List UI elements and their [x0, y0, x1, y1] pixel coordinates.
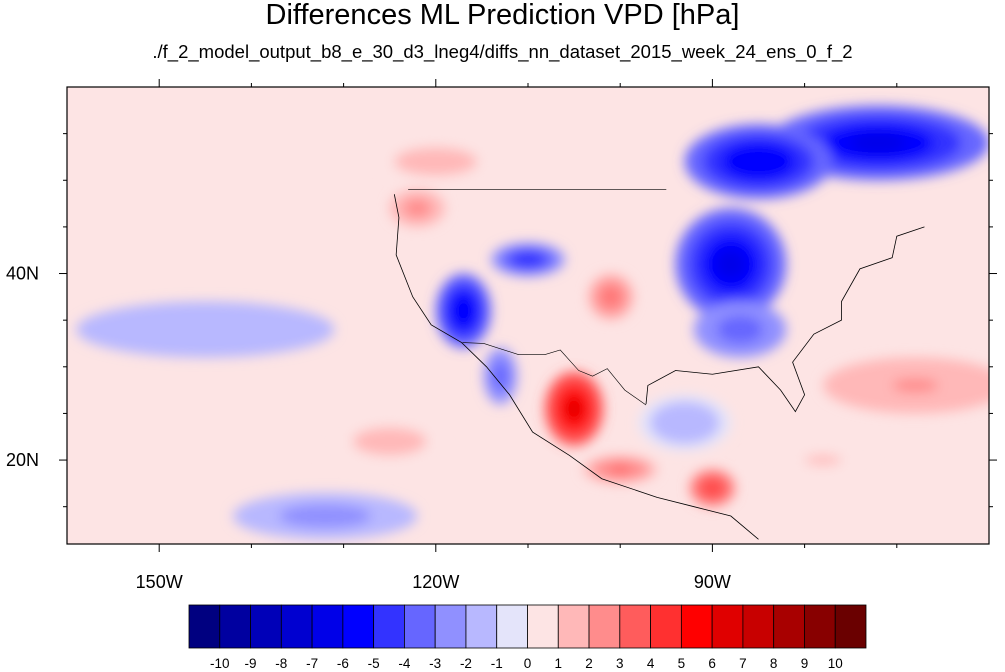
- colorbar-box: [711, 604, 744, 649]
- y-tick-label: 20N: [6, 450, 39, 470]
- x-tick-label: 90W: [694, 572, 731, 592]
- colorbar-label: -2: [460, 656, 472, 671]
- colorbar-label: -8: [275, 656, 287, 671]
- coastline-west: [393, 194, 759, 540]
- colorbar-label: -5: [368, 656, 380, 671]
- colorbar-label: -10: [210, 656, 230, 671]
- anomaly-region-4: [518, 255, 538, 264]
- map-overlay: [393, 189, 925, 540]
- colorbar-box: [773, 604, 805, 649]
- colorbar-box: [650, 604, 682, 649]
- colorbar-label: -3: [429, 656, 441, 671]
- anomaly-region-17: [804, 455, 842, 465]
- anomaly-region-10: [706, 483, 719, 493]
- colorbar-box: [680, 604, 713, 649]
- colorbar-box: [588, 604, 621, 649]
- colorbar-label: 5: [678, 656, 686, 671]
- colorbar-label: -4: [398, 656, 410, 671]
- colorbar-box: [219, 604, 251, 649]
- colorbar-label: -1: [491, 656, 503, 671]
- colorbar-label: 2: [585, 656, 593, 671]
- colorbar-label: 3: [616, 656, 624, 671]
- colorbar-box: [619, 604, 651, 649]
- anomaly-region-3: [728, 322, 752, 337]
- colorbar-box: [250, 604, 282, 649]
- colorbar-label: -7: [306, 656, 318, 671]
- anomaly-region-8: [605, 291, 617, 303]
- anomaly-region-12: [410, 203, 425, 213]
- anomaly-region-7: [566, 399, 582, 419]
- anomaly-region-15: [302, 510, 349, 522]
- anomaly-region-0: [850, 133, 907, 153]
- anomaly-region-6: [496, 369, 505, 384]
- anomaly-region-9: [610, 465, 630, 473]
- colorbar-box: [527, 604, 559, 649]
- colorbar-box: [404, 604, 436, 649]
- colorbar-box: [311, 604, 344, 649]
- colorbar-box: [280, 604, 313, 649]
- anomaly-layer: [76, 105, 989, 540]
- colorbar-box: [342, 604, 375, 649]
- colorbar-box: [465, 604, 498, 649]
- border-us-mexico: [462, 342, 647, 406]
- colorbar-box: [373, 604, 405, 649]
- anomaly-region-16: [892, 378, 939, 393]
- axes: 150W 120W 90W 40N 20N: [6, 79, 997, 592]
- colorbar-label: 8: [770, 656, 778, 671]
- colorbar-label: 6: [708, 656, 716, 671]
- chart-title: Differences ML Prediction VPD [hPa]: [265, 0, 740, 31]
- anomaly-region-11: [673, 415, 697, 430]
- colorbar-box: [742, 604, 775, 649]
- colorbar-label: 1: [555, 656, 563, 671]
- colorbar-label: 7: [739, 656, 747, 671]
- colorbar-box: [804, 604, 836, 649]
- chart-subtitle: ./f_2_model_output_b8_e_30_d3_lneg4/diff…: [152, 41, 853, 62]
- colorbar-box: [188, 604, 221, 649]
- colorbar: -10 -9 -8 -7 -6 -5 -4 -3 -2 -1 0 1 2 3 4 5 6 7 8 9 10: [188, 604, 867, 671]
- colorbar-label: -9: [245, 656, 257, 671]
- colorbar-label: -6: [337, 656, 349, 671]
- colorbar-label: 10: [828, 656, 843, 671]
- anomaly-region-13: [421, 156, 450, 167]
- colorbar-label: 9: [801, 656, 809, 671]
- x-tick-label: 150W: [136, 572, 183, 592]
- colorbar-box: [834, 604, 867, 649]
- data-field: [67, 87, 989, 544]
- x-tick-label: 120W: [412, 572, 459, 592]
- anomaly-region-5: [456, 301, 471, 321]
- anomaly-region-14: [173, 322, 238, 337]
- anomaly-region-18: [371, 434, 409, 449]
- anomaly-region-1: [740, 152, 777, 171]
- colorbar-box: [557, 604, 590, 649]
- colorbar-label: 4: [647, 656, 655, 671]
- anomaly-region-2: [717, 250, 745, 279]
- coastline-east: [645, 226, 925, 413]
- colorbar-box: [496, 604, 528, 649]
- colorbar-label: 0: [524, 656, 532, 671]
- colorbar-box: [434, 604, 467, 649]
- y-tick-label: 40N: [6, 264, 39, 284]
